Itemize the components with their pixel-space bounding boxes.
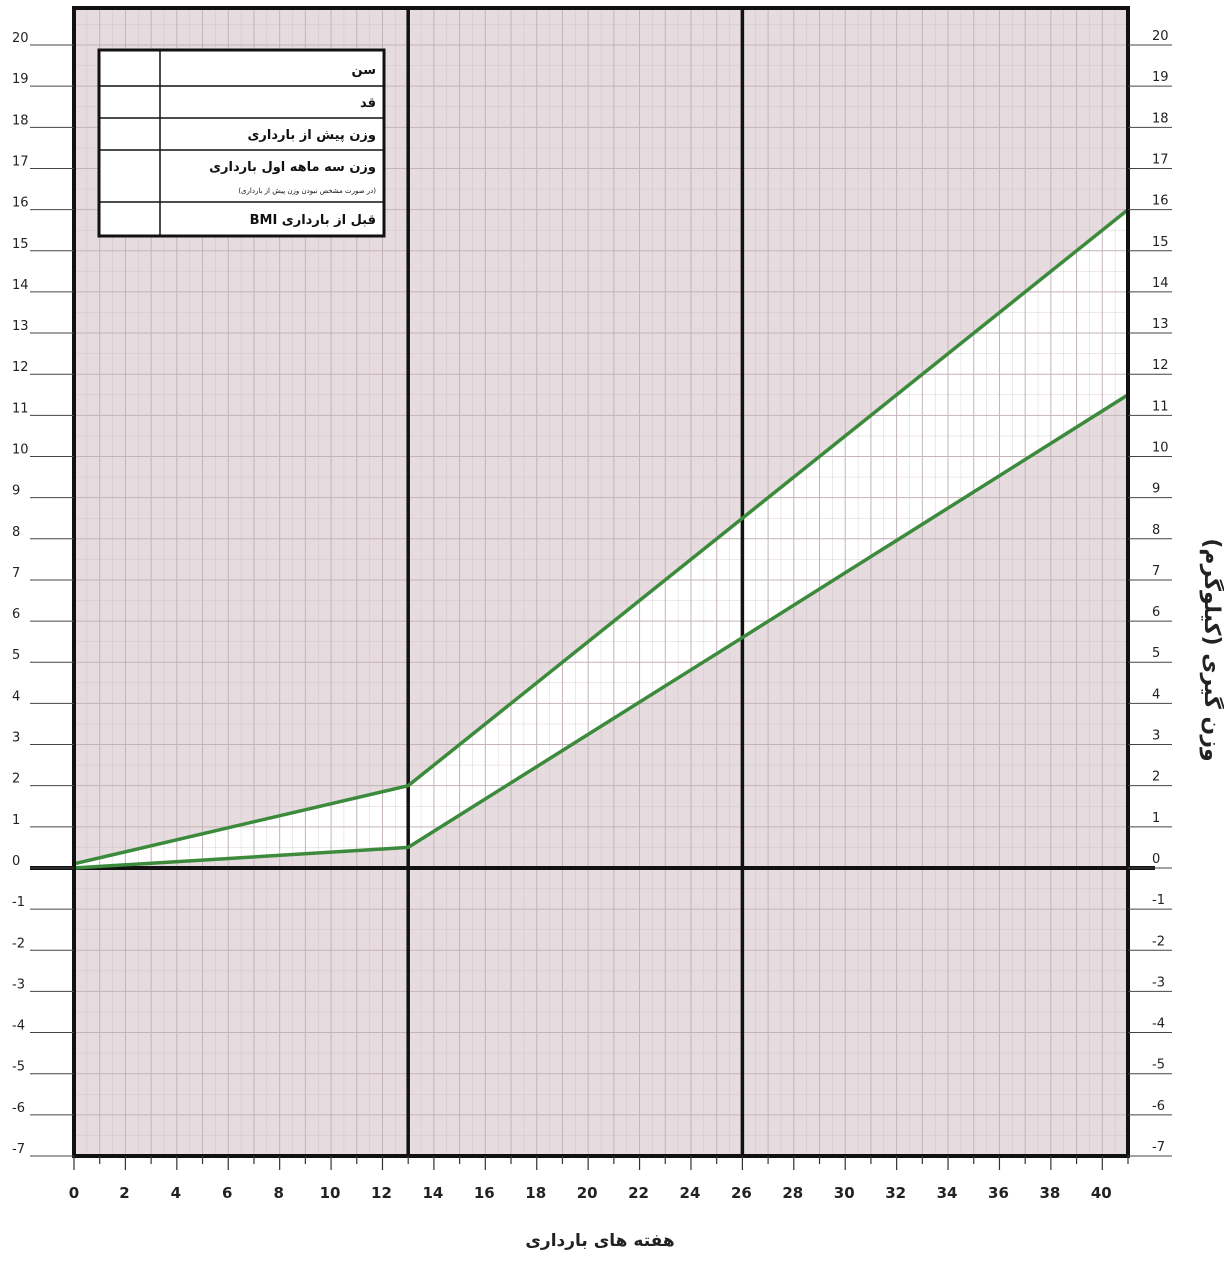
x-tick-label: 14 bbox=[422, 1184, 443, 1202]
x-tick-label: 30 bbox=[834, 1184, 855, 1202]
x-tick-label: 26 bbox=[731, 1184, 752, 1202]
y-tick-label-right: -5 bbox=[1152, 1058, 1165, 1073]
x-tick-label: 36 bbox=[988, 1184, 1009, 1202]
lower-limit-line bbox=[74, 393, 1128, 870]
y-tick-label-right: 4 bbox=[1152, 687, 1160, 702]
y-tick-label-left: 16 bbox=[12, 196, 29, 211]
y-tick-label-right: 17 bbox=[1152, 152, 1169, 167]
y-tick-label-left: -6 bbox=[12, 1101, 25, 1116]
y-tick-label-right: 5 bbox=[1152, 646, 1160, 661]
y-tick-label-right: -4 bbox=[1152, 1017, 1165, 1032]
x-tick-label: 16 bbox=[474, 1184, 495, 1202]
x-tick-label: 32 bbox=[885, 1184, 906, 1202]
plot-frame bbox=[72, 6, 1130, 1158]
x-tick-label: 2 bbox=[119, 1184, 129, 1202]
y-tick-label-left: 15 bbox=[12, 237, 29, 252]
y-tick-label-left: 20 bbox=[12, 31, 29, 46]
y-tick-label-right: 14 bbox=[1152, 276, 1169, 291]
y-tick-label-right: 10 bbox=[1152, 441, 1169, 456]
y-tick-label-right: 9 bbox=[1152, 482, 1160, 497]
y-tick-label-right: 2 bbox=[1152, 770, 1160, 785]
y-tick-label-left: -4 bbox=[12, 1019, 25, 1034]
y-tick-label-left: -3 bbox=[12, 977, 25, 992]
y-tick-label-left: 12 bbox=[12, 360, 29, 375]
y-tick-label-left: 13 bbox=[12, 319, 29, 334]
y-tick-label-left: 8 bbox=[12, 525, 20, 540]
y-tick-label-left: 17 bbox=[12, 154, 29, 169]
y-tick-label-right: 8 bbox=[1152, 523, 1160, 538]
y-tick-label-left: 1 bbox=[12, 813, 20, 828]
y-tick-label-right: 19 bbox=[1152, 70, 1169, 85]
x-tick-label: 34 bbox=[937, 1184, 958, 1202]
x-tick-label: 20 bbox=[577, 1184, 598, 1202]
y-tick-label-left: -2 bbox=[12, 936, 25, 951]
y-tick-label-right: 13 bbox=[1152, 317, 1169, 332]
series-lines bbox=[74, 208, 1128, 870]
x-tick-label: 40 bbox=[1091, 1184, 1112, 1202]
y-tick-label-right: 6 bbox=[1152, 605, 1160, 620]
y-tick-label-left: 11 bbox=[12, 401, 29, 416]
x-tick-label: 38 bbox=[1039, 1184, 1060, 1202]
y-tick-label-left: 0 bbox=[12, 854, 20, 869]
x-tick-label: 0 bbox=[69, 1184, 79, 1202]
y-tick-label-left: 5 bbox=[12, 648, 20, 663]
y-tick-label-left: 10 bbox=[12, 443, 29, 458]
x-tick-label: 28 bbox=[782, 1184, 803, 1202]
info-table: سن قد وزن پیش از بارداری وزن سه ماهه اول… bbox=[97, 48, 386, 238]
y-axis-title: وزن گیری (کیلوگرم) bbox=[1199, 538, 1224, 761]
y-tick-label-left: 18 bbox=[12, 113, 29, 128]
trimester-markers bbox=[406, 8, 745, 1156]
y-tick-label-right: 12 bbox=[1152, 358, 1169, 373]
y-tick-label-right: 18 bbox=[1152, 111, 1169, 126]
y-tick-label-right: -3 bbox=[1152, 975, 1165, 990]
y-tick-label-right: 20 bbox=[1152, 29, 1169, 44]
y-tick-label-left: 9 bbox=[12, 484, 20, 499]
y-tick-label-right: 15 bbox=[1152, 235, 1169, 250]
y-tick-label-left: 4 bbox=[12, 689, 20, 704]
x-tick-label: 10 bbox=[320, 1184, 341, 1202]
y-tick-label-left: 2 bbox=[12, 772, 20, 787]
info-label-height: قد bbox=[360, 96, 376, 111]
y-axis-right: -7-6-5-4-3-2-101234567891011121314151617… bbox=[1128, 29, 1172, 1157]
y-tick-label-right: 3 bbox=[1152, 729, 1160, 744]
x-tick-label: 24 bbox=[680, 1184, 701, 1202]
y-tick-label-left: -1 bbox=[12, 895, 25, 910]
y-axis-left: -7-6-5-4-3-2-101234567891011121314151617… bbox=[12, 31, 74, 1157]
x-tick-label: 4 bbox=[171, 1184, 181, 1202]
info-label-prepregnancy-weight: وزن پیش از بارداری bbox=[247, 128, 376, 143]
y-tick-label-right: -6 bbox=[1152, 1099, 1165, 1114]
info-label-first-trimester-weight: وزن سه ماهه اول بارداری bbox=[209, 160, 376, 175]
y-tick-label-right: 7 bbox=[1152, 564, 1160, 579]
y-tick-label-right: -1 bbox=[1152, 893, 1165, 908]
y-tick-label-right: -7 bbox=[1152, 1140, 1165, 1155]
y-tick-label-right: 0 bbox=[1152, 852, 1160, 867]
grid bbox=[74, 8, 1128, 1156]
x-axis-title: هفته های بارداری bbox=[525, 1231, 674, 1251]
y-tick-label-left: -7 bbox=[12, 1142, 25, 1157]
x-tick-label: 22 bbox=[628, 1184, 649, 1202]
y-tick-label-right: 1 bbox=[1152, 811, 1160, 826]
x-tick-label: 18 bbox=[525, 1184, 546, 1202]
y-tick-label-right: 11 bbox=[1152, 399, 1169, 414]
info-label-bmi: قبل از بارداری BMI bbox=[250, 213, 376, 228]
upper-limit-line bbox=[74, 208, 1128, 866]
y-tick-label-left: -5 bbox=[12, 1060, 25, 1075]
x-axis: 0 2 4 6 8 10 12 14 16 18 20 22 24 26 28 30 32 34 36 38 40 bbox=[69, 1156, 1129, 1202]
y-tick-label-left: 14 bbox=[12, 278, 29, 293]
x-tick-label: 8 bbox=[273, 1184, 283, 1202]
y-tick-label-left: 19 bbox=[12, 72, 29, 87]
info-note-first-trimester-weight: (در صورت مشخص نبودن وزن پیش از بارداری) bbox=[238, 187, 376, 195]
y-tick-label-left: 7 bbox=[12, 566, 20, 581]
info-label-age: سن bbox=[352, 63, 376, 78]
x-tick-label: 12 bbox=[371, 1184, 392, 1202]
y-tick-label-right: -2 bbox=[1152, 934, 1165, 949]
y-tick-label-left: 3 bbox=[12, 731, 20, 746]
x-tick-label: 6 bbox=[222, 1184, 232, 1202]
y-tick-label-right: 16 bbox=[1152, 194, 1169, 209]
y-tick-label-left: 6 bbox=[12, 607, 20, 622]
